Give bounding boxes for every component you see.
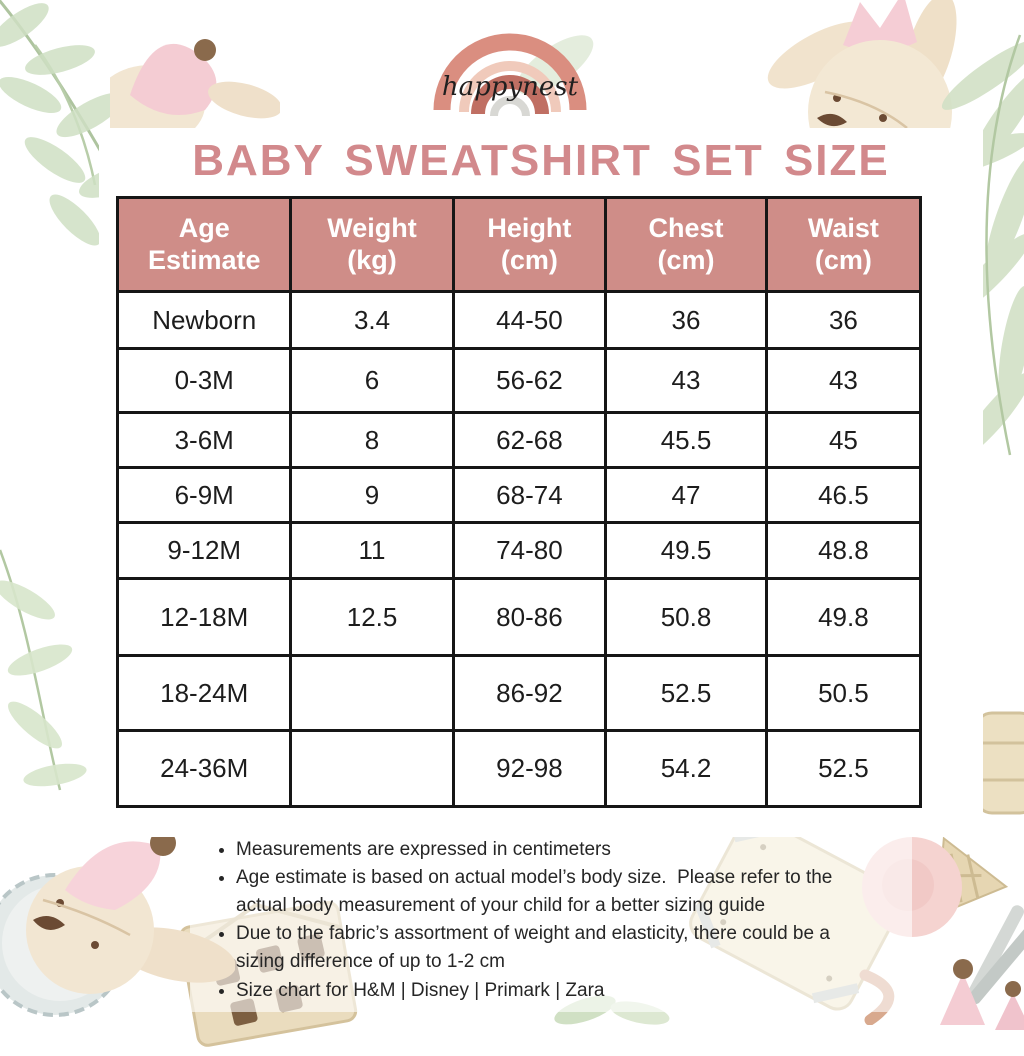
bunny-crown-icon (765, 0, 995, 150)
cell-age: 3-6M (115, 411, 293, 469)
cell-weight: 6 (289, 347, 455, 414)
cell-chest: 52.5 (604, 654, 768, 732)
cell-height: 68-74 (451, 466, 608, 524)
note-item: Age estimate is based on actual model’s … (236, 864, 879, 920)
cell-waist: 48.8 (764, 521, 923, 580)
note-item: Measurements are expressed in centimeter… (236, 836, 879, 864)
column-header-height: Height (cm) (451, 196, 608, 293)
table-row: 9-12M 11 74-80 49.5 48.8 (115, 521, 923, 580)
notes-background (190, 830, 912, 1012)
rainbow-logo-icon (425, 10, 595, 125)
cell-height: 74-80 (451, 521, 608, 580)
cell-weight (289, 654, 455, 732)
cell-chest: 45.5 (604, 411, 768, 469)
cell-waist: 43 (764, 347, 923, 414)
size-chart-table: Age Estimate Weight (kg) Height (cm) Che… (115, 196, 923, 808)
column-header-chest: Chest (cm) (604, 196, 768, 293)
table-row: 3-6M 8 62-68 45.5 45 (115, 411, 923, 469)
cell-chest: 49.5 (604, 521, 768, 580)
cell-height: 62-68 (451, 411, 608, 469)
cell-weight: 3.4 (289, 290, 455, 350)
table-row: 24-36M 92-98 54.2 52.5 (115, 729, 923, 808)
table-row: 0-3M 6 56-62 43 43 (115, 347, 923, 414)
skis-toy-icon (960, 900, 1024, 1020)
column-header-weight: Weight (kg) (289, 196, 455, 293)
cell-age: 0-3M (115, 347, 293, 414)
logo-wordmark: happynest (441, 72, 579, 102)
cell-waist: 46.5 (764, 466, 923, 524)
party-hats-icon (915, 955, 1024, 1030)
cell-chest: 36 (604, 290, 768, 350)
cell-weight: 11 (289, 521, 455, 580)
cell-waist: 45 (764, 411, 923, 469)
cell-age: 18-24M (115, 654, 293, 732)
column-header-age: Age Estimate (115, 196, 293, 293)
notes-list: Measurements are expressed in centimeter… (214, 836, 879, 1005)
cell-chest: 50.8 (604, 577, 768, 657)
cell-weight: 8 (289, 411, 455, 469)
cell-weight (289, 729, 455, 808)
cell-age: 6-9M (115, 466, 293, 524)
cell-waist: 52.5 (764, 729, 923, 808)
cell-age: 12-18M (115, 577, 293, 657)
table-row: 12-18M 12.5 80-86 50.8 49.8 (115, 577, 923, 657)
table-row: 6-9M 9 68-74 47 46.5 (115, 466, 923, 524)
cell-waist: 50.5 (764, 654, 923, 732)
cell-height: 86-92 (451, 654, 608, 732)
cell-age: 24-36M (115, 729, 293, 808)
cell-waist: 49.8 (764, 577, 923, 657)
cell-age: 9-12M (115, 521, 293, 580)
cell-chest: 54.2 (604, 729, 768, 808)
bunny-party-hat-icon (0, 815, 235, 1025)
cell-height: 92-98 (451, 729, 608, 808)
cell-weight: 12.5 (289, 577, 455, 657)
page-title: BABY SWEATSHIRT SET SIZE (192, 136, 890, 185)
notes-section: Measurements are expressed in centimeter… (214, 836, 879, 1005)
cell-height: 56-62 (451, 347, 608, 414)
leaves-left-icon (0, 540, 100, 800)
note-item: Size chart for H&M | Disney | Primark | … (236, 977, 879, 1005)
column-header-waist: Waist (cm) (764, 196, 923, 293)
table-row: 18-24M 86-92 52.5 50.5 (115, 654, 923, 732)
cell-height: 44-50 (451, 290, 608, 350)
content-panel: BABY SWEATSHIRT SET SIZE Age Estimate We… (99, 128, 983, 837)
note-item: Due to the fabric’s assortment of weight… (236, 920, 879, 976)
cell-age: Newborn (115, 290, 293, 350)
cell-chest: 43 (604, 347, 768, 414)
header-row: Age Estimate Weight (kg) Height (cm) Che… (115, 196, 923, 293)
cell-chest: 47 (604, 466, 768, 524)
jester-hat-icon (110, 0, 280, 130)
cell-waist: 36 (764, 290, 923, 350)
cell-height: 80-86 (451, 577, 608, 657)
cell-weight: 9 (289, 466, 455, 524)
table-row: Newborn 3.4 44-50 36 36 (115, 290, 923, 350)
